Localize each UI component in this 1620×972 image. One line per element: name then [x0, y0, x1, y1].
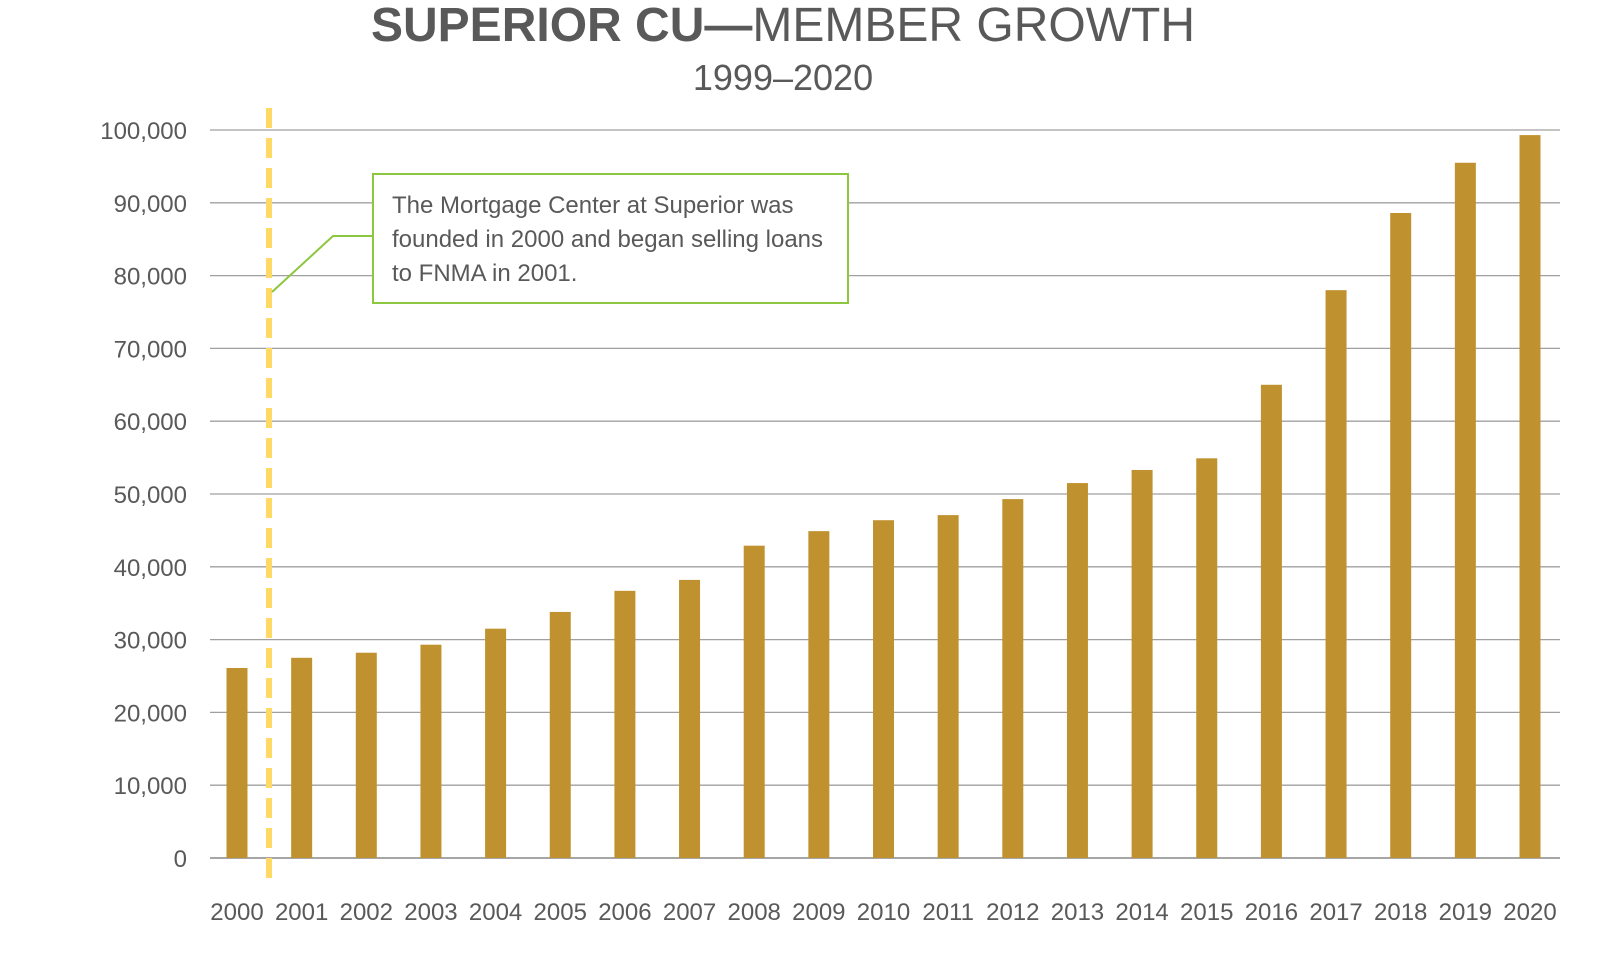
y-tick-label: 90,000: [114, 191, 187, 218]
bar-2016: [1260, 384, 1282, 858]
y-tick-label: 70,000: [114, 336, 187, 363]
chart-subtitle: 1999–2020: [692, 57, 874, 98]
y-tick-label: 20,000: [114, 700, 187, 727]
bar-2003: [420, 644, 442, 858]
y-tick-label: 60,000: [114, 409, 187, 436]
bar-2011: [937, 515, 959, 858]
y-tick-label: 40,000: [114, 555, 187, 582]
y-tick-label: 100,000: [100, 118, 187, 145]
x-tick-label: 2011: [922, 899, 974, 926]
y-tick-label: 30,000: [114, 628, 187, 655]
x-tick-label: 2000: [210, 899, 263, 926]
y-tick-label: 10,000: [114, 773, 187, 800]
x-tick-label: 2016: [1245, 899, 1298, 926]
bar-2000: [226, 667, 248, 858]
x-tick-label: 2004: [469, 899, 522, 926]
x-tick-label: 2008: [728, 899, 781, 926]
bar-2015: [1196, 458, 1218, 858]
bar-2001: [291, 657, 313, 858]
annotation-connector: [271, 235, 372, 293]
y-tick-label: 80,000: [114, 264, 187, 291]
bar-2005: [549, 611, 571, 858]
bar-2013: [1066, 483, 1088, 858]
bar-2014: [1131, 469, 1153, 858]
x-tick-label: 2020: [1503, 899, 1556, 926]
bar-2009: [808, 531, 830, 858]
x-tick-label: 2006: [598, 899, 651, 926]
x-tick-label: 2010: [857, 899, 910, 926]
x-tick-label: 2005: [534, 899, 587, 926]
y-tick-label: 0: [174, 846, 187, 873]
bar-2004: [485, 628, 507, 858]
y-tick-label: 50,000: [114, 482, 187, 509]
x-tick-label: 2003: [404, 899, 457, 926]
bar-2017: [1325, 290, 1347, 858]
x-tick-label: 2009: [792, 899, 845, 926]
title-bold: SUPERIOR CU—: [370, 0, 753, 52]
x-tick-label: 2007: [663, 899, 716, 926]
x-tick-label: 2012: [986, 899, 1039, 926]
bar-2020: [1519, 135, 1541, 858]
bar-2006: [614, 590, 636, 858]
x-tick-label: 2002: [340, 899, 393, 926]
x-tick-label: 2015: [1180, 899, 1233, 926]
x-tick-label: 2017: [1309, 899, 1362, 926]
x-tick-label: 2014: [1115, 899, 1168, 926]
chart-title: SUPERIOR CU—MEMBER GROWTH: [0, 0, 1566, 52]
bar-2007: [679, 579, 701, 858]
x-tick-label: 2013: [1051, 899, 1104, 926]
bar-2008: [743, 545, 765, 858]
x-tick-label: 2018: [1374, 899, 1427, 926]
bar-2012: [1002, 499, 1024, 858]
bar-2018: [1390, 212, 1412, 858]
x-tick-label: 2001: [275, 899, 328, 926]
annotation-box: The Mortgage Center at Superior was foun…: [372, 173, 849, 304]
title-rest: MEMBER GROWTH: [752, 0, 1195, 52]
x-tick-label: 2019: [1439, 899, 1492, 926]
bar-2010: [873, 520, 894, 858]
bar-2019: [1454, 162, 1476, 858]
bar-2002: [355, 652, 377, 858]
